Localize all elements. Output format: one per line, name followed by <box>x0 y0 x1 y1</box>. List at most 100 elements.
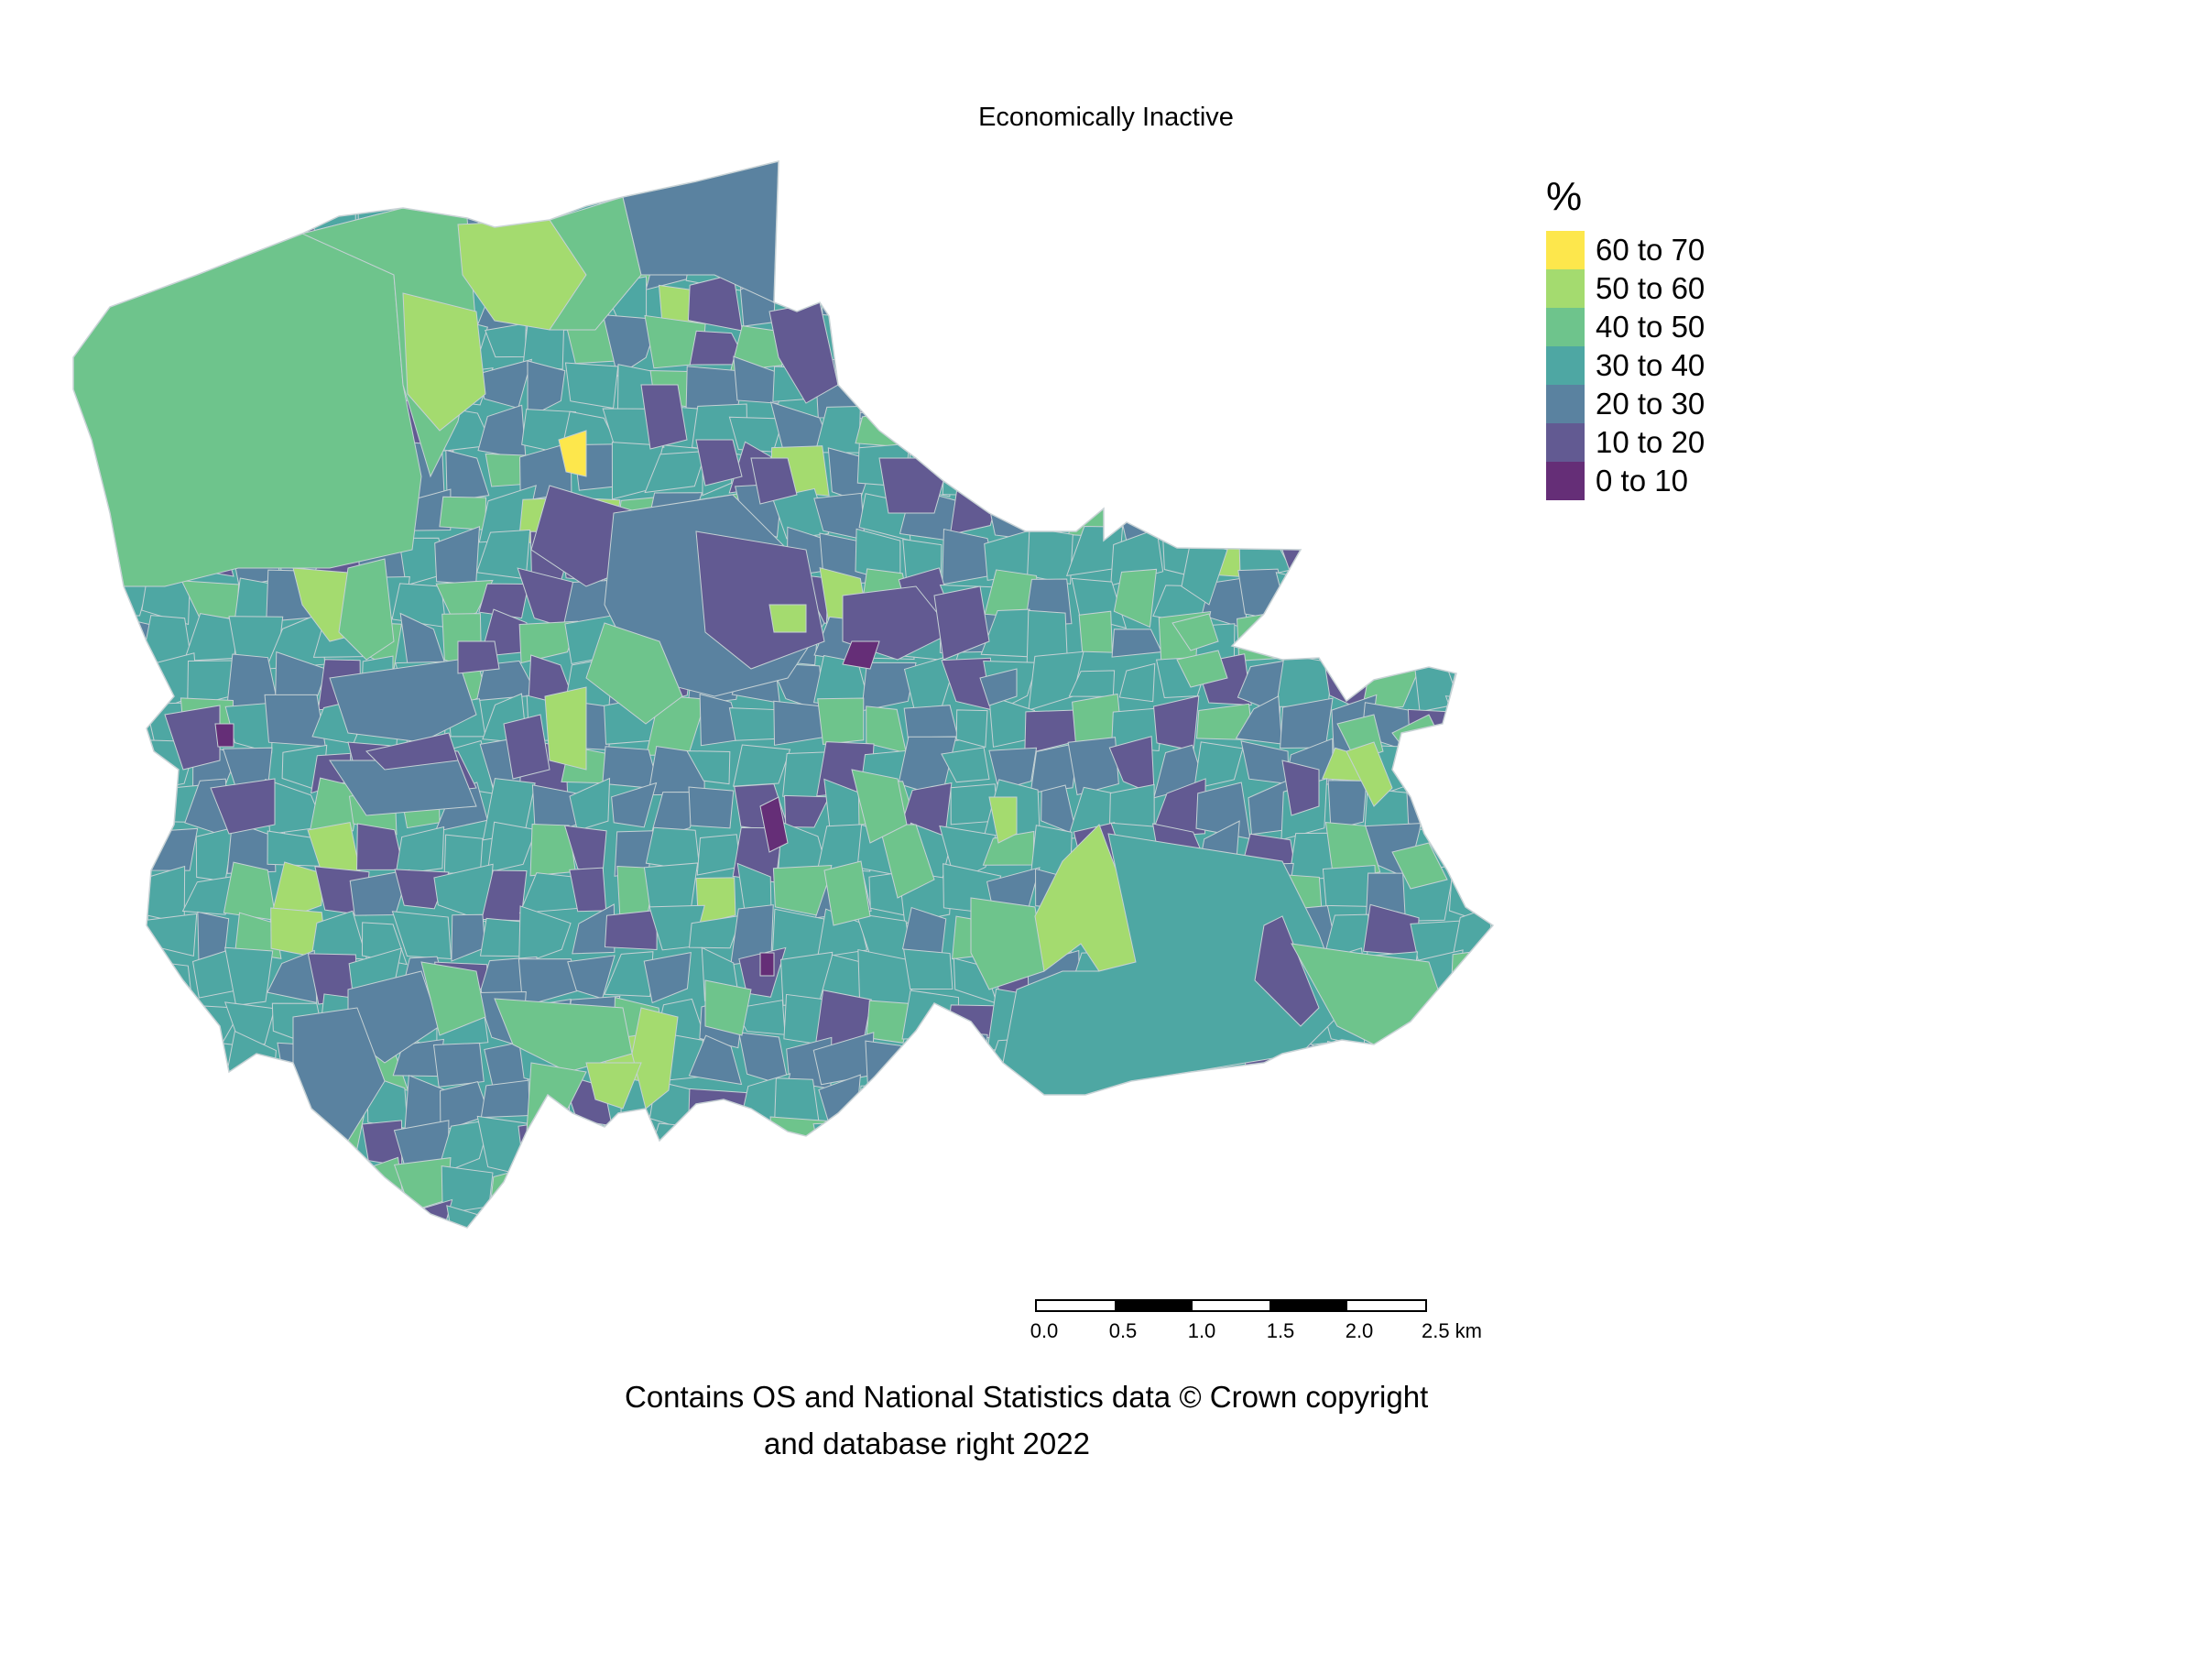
statistical-area <box>855 279 910 329</box>
statistical-area <box>1486 372 1493 416</box>
statistical-area <box>1418 231 1465 291</box>
legend-swatch <box>1546 269 1585 308</box>
statistical-area <box>1447 1118 1493 1162</box>
statistical-area <box>1333 161 1367 203</box>
statistical-area <box>478 583 529 619</box>
statistical-area <box>1487 656 1493 707</box>
statistical-area <box>994 198 1041 247</box>
statistical-area <box>1446 367 1493 407</box>
legend-swatch <box>1546 231 1585 269</box>
statistical-area <box>457 640 500 674</box>
statistical-area <box>1326 1040 1378 1093</box>
statistical-area <box>842 640 880 670</box>
statistical-area <box>561 1207 622 1228</box>
statistical-area <box>1116 1166 1157 1219</box>
statistical-area <box>474 161 530 209</box>
statistical-area <box>1069 363 1122 415</box>
statistical-area <box>819 1208 867 1228</box>
statistical-area <box>480 1079 530 1119</box>
statistical-area <box>446 1205 495 1228</box>
statistical-area <box>1277 201 1339 244</box>
statistical-area <box>1373 360 1419 410</box>
statistical-area <box>1491 904 1493 962</box>
statistical-area <box>1078 610 1113 653</box>
statistical-area <box>1117 409 1160 455</box>
statistical-area <box>862 161 916 202</box>
statistical-area <box>73 658 114 712</box>
statistical-area <box>813 239 875 292</box>
statistical-area <box>1176 650 1228 688</box>
statistical-area <box>234 912 282 959</box>
statistical-area <box>164 705 221 771</box>
statistical-area <box>776 161 825 200</box>
statistical-area <box>561 161 607 190</box>
statistical-area <box>73 1030 103 1091</box>
statistical-area <box>1366 161 1415 205</box>
statistical-area <box>214 723 234 748</box>
statistical-area <box>943 399 1002 452</box>
statistical-area <box>186 1038 234 1085</box>
statistical-area <box>1235 164 1293 197</box>
statistical-area <box>933 585 990 661</box>
scale-segment <box>1037 1301 1115 1310</box>
statistical-area <box>1365 406 1415 452</box>
statistical-area <box>988 796 1018 844</box>
statistical-area <box>1368 190 1420 247</box>
statistical-area <box>1115 234 1168 293</box>
statistical-area <box>1319 238 1364 285</box>
statistical-area <box>1030 742 1080 793</box>
statistical-area <box>73 191 108 243</box>
statistical-area <box>1279 1078 1336 1132</box>
statistical-area <box>568 1120 614 1170</box>
statistical-area <box>1034 1202 1082 1228</box>
statistical-area <box>520 1207 572 1228</box>
statistical-area <box>391 583 447 629</box>
statistical-area <box>1454 279 1493 335</box>
statistical-area <box>1449 1036 1493 1094</box>
statistical-area <box>139 1041 200 1082</box>
statistical-area <box>353 161 409 203</box>
statistical-area <box>982 1201 1036 1228</box>
statistical-area <box>782 1159 827 1220</box>
statistical-area <box>355 1201 410 1228</box>
statistical-area <box>750 457 798 505</box>
statistical-area <box>949 1121 990 1169</box>
statistical-area <box>486 821 537 873</box>
statistical-area <box>518 905 572 966</box>
statistical-area <box>1117 278 1165 322</box>
statistical-area <box>856 193 910 249</box>
statistical-area <box>759 796 789 853</box>
legend-item: 30 to 40 <box>1546 346 1705 385</box>
statistical-area <box>1363 1036 1409 1093</box>
statistical-area <box>102 1199 148 1228</box>
statistical-area <box>1239 1156 1289 1212</box>
statistical-area <box>1492 448 1493 503</box>
statistical-area <box>1111 161 1160 198</box>
statistical-area <box>1449 232 1493 290</box>
statistical-area <box>73 532 110 581</box>
statistical-area <box>1113 568 1158 629</box>
statistical-area <box>897 356 958 414</box>
statistical-area <box>1032 231 1084 276</box>
legend-swatch <box>1546 385 1585 423</box>
statistical-area <box>1031 199 1086 240</box>
statistical-area <box>338 558 395 661</box>
statistical-area <box>1486 190 1493 243</box>
statistical-area <box>1447 319 1493 371</box>
statistical-area <box>851 769 908 844</box>
statistical-area <box>1444 1217 1493 1228</box>
statistical-area <box>1450 490 1493 543</box>
statistical-area <box>980 1117 1036 1165</box>
statistical-area <box>396 161 452 206</box>
statistical-area <box>983 401 1030 454</box>
statistical-area <box>1192 499 1244 531</box>
statistical-area <box>1503 781 1541 836</box>
statistical-area <box>688 1205 742 1228</box>
statistical-area <box>868 1164 902 1205</box>
statistical-area <box>435 579 494 622</box>
statistical-area <box>365 732 459 771</box>
statistical-area <box>1191 399 1254 456</box>
statistical-area <box>906 1045 954 1083</box>
statistical-area <box>1495 995 1542 1048</box>
